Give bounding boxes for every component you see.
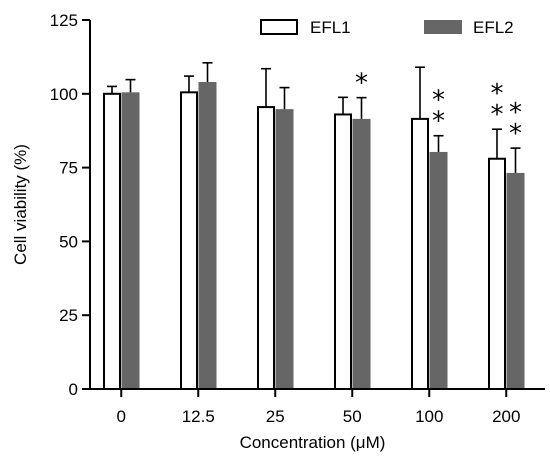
y-tick-label: 25 [59, 306, 78, 325]
error-bars-group [107, 62, 521, 173]
bar-efl1-0 [103, 92, 121, 391]
significance-label: * [491, 100, 504, 130]
x-tick-label: 0 [117, 407, 126, 426]
y-tick-label: 75 [59, 159, 78, 178]
bar-efl2-3 [352, 118, 371, 389]
bar-efl1-2 [257, 106, 275, 390]
bar-efl1-4 [411, 117, 429, 390]
legend: EFL1 EFL2 [260, 18, 514, 37]
x-tick-label: 25 [266, 407, 285, 426]
y-tick-label: 50 [59, 232, 78, 251]
legend-label-efl1: EFL1 [310, 18, 351, 37]
y-tick-label: 125 [50, 11, 78, 30]
bar-efl2-5 [506, 172, 525, 389]
significance-label: * [491, 79, 504, 109]
y-axis-title: Cell viability (%) [11, 144, 30, 265]
bar-efl2-4 [429, 151, 448, 389]
bar-efl1-1 [180, 91, 198, 390]
significance-label: * [509, 119, 522, 149]
x-tick-label: 100 [415, 407, 443, 426]
y-ticks: 0 25 50 75 100 125 [50, 11, 90, 399]
legend-swatch-efl2 [424, 20, 462, 34]
bars-group [103, 81, 525, 391]
bar-efl2-2 [275, 109, 294, 390]
bar-efl1-5 [488, 157, 506, 390]
x-tick-label: 50 [343, 407, 362, 426]
bar-efl2-0 [121, 92, 140, 389]
axes [89, 20, 545, 390]
bar-efl1-3 [334, 113, 352, 391]
x-tick-label: 200 [492, 407, 520, 426]
y-tick-label: 100 [50, 85, 78, 104]
significance-label: * [355, 69, 368, 99]
x-tick-label: 12.5 [182, 407, 215, 426]
legend-swatch-efl1 [260, 19, 298, 35]
bar-efl2-1 [198, 81, 217, 389]
x-ticks: 0 12.5 25 50 100 200 [117, 389, 520, 426]
y-tick-label: 0 [69, 380, 78, 399]
legend-label-efl2: EFL2 [473, 18, 514, 37]
significance-label: * [432, 86, 445, 116]
x-axis-title: Concentration (μM) [240, 433, 386, 452]
significance-group: *** **** [355, 69, 522, 149]
significance-label: * [432, 107, 445, 137]
significance-label: * [509, 98, 522, 128]
